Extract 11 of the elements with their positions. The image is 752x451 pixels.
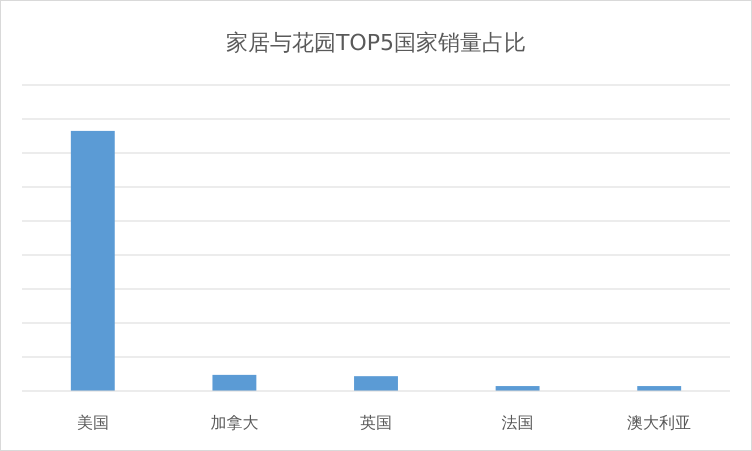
bar [637,386,682,391]
x-tick-label: 法国 [502,413,534,432]
x-tick-label: 加拿大 [210,413,258,432]
bar [212,374,256,391]
bar [70,130,115,391]
chart-title: 家居与花园TOP5国家销量占比 [226,31,526,56]
x-tick-label: 英国 [360,413,392,432]
x-tick-label: 澳大利亚 [627,413,692,432]
bar [496,386,540,391]
bar [354,376,398,391]
x-tick-label: 美国 [76,413,109,432]
